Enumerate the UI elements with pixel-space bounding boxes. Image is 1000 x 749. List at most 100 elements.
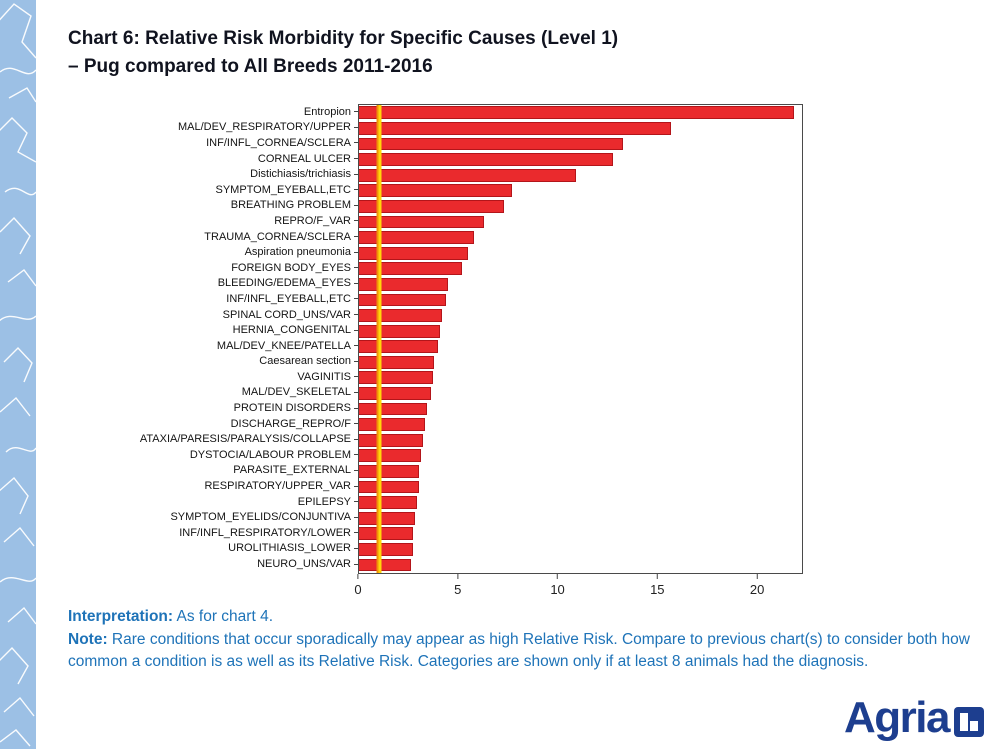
interpretation-label: Interpretation: xyxy=(68,608,174,625)
risk-bar xyxy=(359,153,614,166)
bar-chart: Entropion MAL/DEV_RESPIRATORY/UPPER INF/IN… xyxy=(68,104,803,604)
x-tick-label: 10 xyxy=(550,582,565,597)
risk-bar xyxy=(359,511,415,525)
category-label-row: NEURO_UNS/VAR xyxy=(68,556,358,572)
category-label: REPRO/F_VAR xyxy=(274,214,351,227)
risk-bar xyxy=(359,371,433,385)
category-label-row: UROLITHIASIS_LOWER xyxy=(68,541,358,557)
risk-bar xyxy=(359,184,512,198)
y-tick-mark xyxy=(354,360,358,362)
category-label: DYSTOCIA/LABOUR PROBLEM xyxy=(189,448,351,461)
chart-title-line2: – Pug compared to All Breeds 2011-2016 xyxy=(68,55,433,77)
bar-row xyxy=(359,417,802,433)
category-label: INF/INFL_EYEBALL,ETC xyxy=(226,292,351,305)
category-label-row: SYMPTOM_EYEBALL,ETC xyxy=(68,182,358,198)
category-label-row: BLEEDING/EDEMA_EYES xyxy=(68,276,358,292)
bar-row xyxy=(359,136,802,152)
y-tick-mark xyxy=(354,282,358,284)
category-label-row: Entropion xyxy=(68,104,358,120)
y-axis-labels: Entropion MAL/DEV_RESPIRATORY/UPPER INF/IN… xyxy=(68,104,358,574)
category-label-row: INF/INFL_EYEBALL,ETC xyxy=(68,291,358,307)
risk-bar xyxy=(359,293,447,307)
risk-bar xyxy=(359,121,671,135)
x-tick-mark xyxy=(656,574,658,579)
x-axis-tick: 5 xyxy=(454,574,461,597)
y-tick-mark xyxy=(354,267,358,269)
bar-row xyxy=(359,526,802,542)
bar-row xyxy=(359,370,802,386)
category-label-row: MAL/DEV_RESPIRATORY/UPPER xyxy=(68,120,358,136)
y-tick-mark xyxy=(354,158,358,160)
note-text: Rare conditions that occur sporadically … xyxy=(68,631,970,670)
decorative-map-strip xyxy=(0,0,37,749)
bar-row xyxy=(359,355,802,371)
x-axis-tick: 0 xyxy=(354,574,362,597)
y-tick-mark xyxy=(354,189,358,191)
bar-row xyxy=(359,323,802,339)
chart-title-line1: Chart 6: Relative Risk Morbidity for Spe… xyxy=(68,28,619,49)
x-axis-tick: 15 xyxy=(650,574,665,597)
risk-bar xyxy=(359,309,443,322)
category-label-row: MAL/DEV_KNEE/PATELLA xyxy=(68,338,358,354)
risk-bar xyxy=(359,558,411,572)
risk-bar xyxy=(359,215,485,229)
bar-row xyxy=(359,230,802,246)
risk-bar xyxy=(359,527,413,541)
x-tick-label: 0 xyxy=(354,582,362,597)
category-label-row: SPINAL CORD_UNS/VAR xyxy=(68,307,358,323)
y-tick-mark xyxy=(354,454,358,456)
y-tick-mark xyxy=(354,173,358,175)
category-label: UROLITHIASIS_LOWER xyxy=(228,542,351,555)
interpretation-text: As for chart 4. xyxy=(173,608,274,625)
category-label: ATAXIA/PARESIS/PARALYSIS/COLLAPSE xyxy=(139,433,351,446)
category-label-row: SYMPTOM_EYELIDS/CONJUNTIVA xyxy=(68,509,358,525)
category-label-row: REPRO/F_VAR xyxy=(68,213,358,229)
category-label-row: RESPIRATORY/UPPER_VAR xyxy=(68,478,358,494)
category-label: MAL/DEV_RESPIRATORY/UPPER xyxy=(178,121,351,134)
category-label: MAL/DEV_KNEE/PATELLA xyxy=(216,339,351,352)
category-label-row: PARASITE_EXTERNAL xyxy=(68,463,358,479)
y-tick-mark xyxy=(354,345,358,347)
y-tick-mark xyxy=(354,516,358,518)
category-label-row: Distichiasis/trichiasis xyxy=(68,166,358,182)
y-tick-mark xyxy=(354,376,358,378)
risk-bar xyxy=(359,480,419,494)
x-axis-tick: 10 xyxy=(550,574,565,597)
bar-row xyxy=(359,339,802,355)
bar-row xyxy=(359,152,802,168)
bar-row xyxy=(359,277,802,293)
y-tick-mark xyxy=(354,236,358,238)
category-label: HERNIA_CONGENITAL xyxy=(232,324,351,337)
bar-row xyxy=(359,479,802,495)
category-label-row: MAL/DEV_SKELETAL xyxy=(68,385,358,401)
y-tick-mark xyxy=(354,329,358,331)
category-label-row: HERNIA_CONGENITAL xyxy=(68,322,358,338)
x-tick-label: 20 xyxy=(749,582,765,597)
x-tick-mark xyxy=(357,574,359,579)
category-label-row: DISCHARGE_REPRO/F xyxy=(68,416,358,432)
agria-logo-icon xyxy=(954,707,984,737)
category-label: DISCHARGE_REPRO/F xyxy=(230,417,351,430)
y-tick-mark xyxy=(354,314,358,316)
risk-bar xyxy=(359,418,425,432)
bar-row xyxy=(359,121,802,137)
note-label: Note: xyxy=(68,631,108,649)
bar-row xyxy=(359,292,802,308)
x-tick-mark xyxy=(756,574,758,579)
y-tick-mark xyxy=(354,532,358,534)
category-label: Entropion xyxy=(303,105,351,118)
bar-row xyxy=(359,308,802,324)
category-label: SYMPTOM_EYELIDS/CONJUNTIVA xyxy=(170,511,351,524)
y-tick-mark xyxy=(354,485,358,487)
category-label-row: TRAUMA_CORNEA/SCLERA xyxy=(68,229,358,245)
risk-bar xyxy=(359,496,417,510)
risk-bar xyxy=(359,355,435,369)
bar-row xyxy=(359,183,802,199)
bar-row xyxy=(359,542,802,558)
y-tick-mark xyxy=(354,391,358,393)
y-tick-mark xyxy=(354,126,358,128)
category-label: Caesarean section xyxy=(259,355,351,368)
risk-bar xyxy=(359,231,475,244)
x-axis: 0 5 10 15 20 xyxy=(354,574,803,604)
